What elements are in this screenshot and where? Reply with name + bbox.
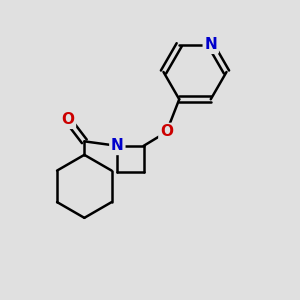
- Text: O: O: [61, 112, 74, 127]
- Text: N: N: [204, 37, 217, 52]
- Text: O: O: [160, 124, 173, 140]
- Text: N: N: [111, 138, 124, 153]
